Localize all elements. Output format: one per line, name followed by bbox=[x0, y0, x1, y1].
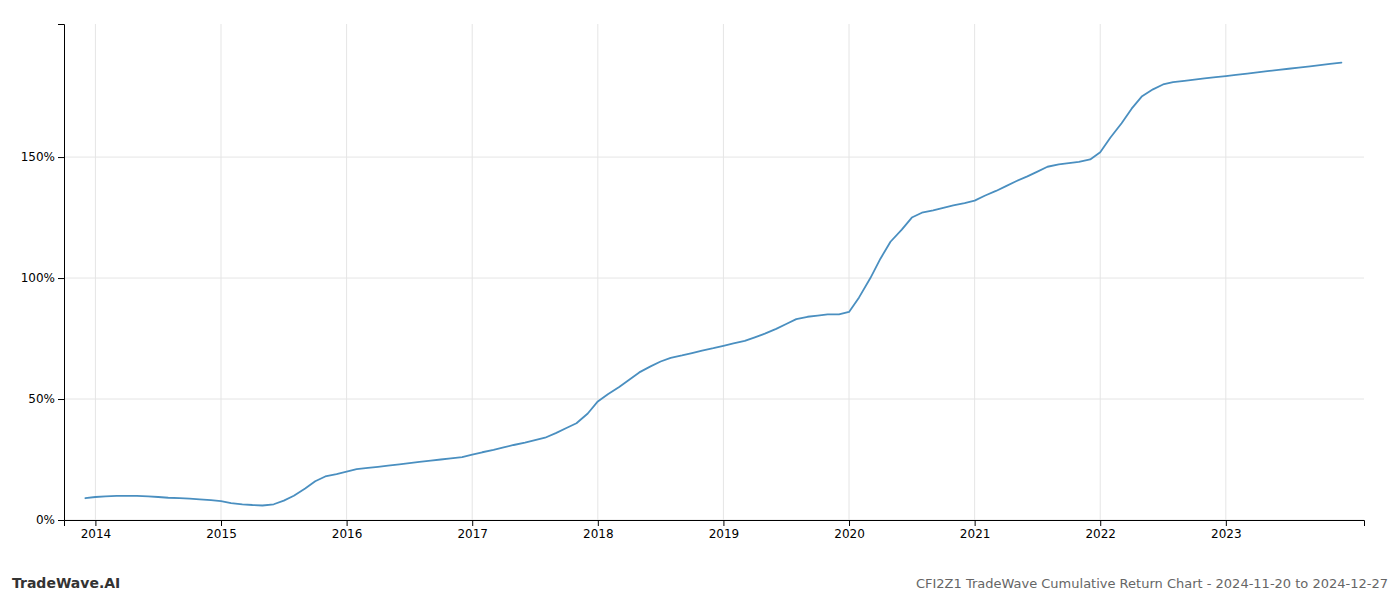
y-tick: 50% bbox=[28, 392, 64, 406]
x-tick-label: 2019 bbox=[709, 527, 740, 541]
y-tick-mark bbox=[58, 399, 64, 400]
y-tick-label: 50% bbox=[28, 392, 55, 406]
x-tick: 2020 bbox=[834, 520, 865, 541]
x-tick-mark bbox=[1100, 520, 1101, 526]
x-tick-label: 2022 bbox=[1085, 527, 1116, 541]
grid-line-y bbox=[64, 278, 1364, 279]
x-tick-mark bbox=[723, 520, 724, 526]
grid-line-x bbox=[221, 24, 222, 520]
x-tick: 2017 bbox=[457, 520, 488, 541]
x-tick-mark bbox=[849, 520, 850, 526]
x-tick-label: 2016 bbox=[332, 527, 363, 541]
y-tick: 100% bbox=[21, 271, 64, 285]
y-tick-mark bbox=[58, 157, 64, 158]
x-tick-mark bbox=[95, 520, 96, 526]
x-tick-mark bbox=[472, 520, 473, 526]
x-tick-label: 2014 bbox=[81, 527, 112, 541]
grid-line-x bbox=[346, 24, 347, 520]
grid-line-x bbox=[849, 24, 850, 520]
y-tick: 0% bbox=[36, 513, 64, 527]
x-tick-label: 2017 bbox=[457, 527, 488, 541]
x-tick-mark bbox=[347, 520, 348, 526]
grid-line-x bbox=[723, 24, 724, 520]
x-tick-mark bbox=[221, 520, 222, 526]
y-tick-label: 0% bbox=[36, 513, 55, 527]
x-tick-mark bbox=[975, 520, 976, 526]
grid-line-x bbox=[1225, 24, 1226, 520]
x-tick: 2019 bbox=[709, 520, 740, 541]
grid-line-x bbox=[95, 24, 96, 520]
grid-line-x bbox=[472, 24, 473, 520]
x-tick: 2016 bbox=[332, 520, 363, 541]
x-axis: 2014 2015 2016 2017 2018 2019 2020 2021 2022 2023 bbox=[65, 520, 1365, 541]
x-tick-mark bbox=[598, 520, 599, 526]
y-axis-line bbox=[58, 25, 65, 521]
x-tick: 2023 bbox=[1211, 520, 1242, 541]
grid-line-x bbox=[1100, 24, 1101, 520]
y-tick: 150% bbox=[21, 150, 64, 164]
marks bbox=[85, 63, 1341, 506]
x-axis-line bbox=[65, 521, 1365, 527]
x-tick-label: 2020 bbox=[834, 527, 865, 541]
y-tick-label: 150% bbox=[21, 150, 55, 164]
grid-line-x bbox=[974, 24, 975, 520]
x-tick-label: 2023 bbox=[1211, 527, 1242, 541]
chart: 2014 2015 2016 2017 2018 2019 2020 2021 2022 2023… bbox=[0, 0, 1400, 600]
y-tick-mark bbox=[58, 520, 64, 521]
grid-line-y bbox=[64, 157, 1364, 158]
y-tick-mark bbox=[58, 278, 64, 279]
y-tick-label: 100% bbox=[21, 271, 55, 285]
x-tick-label: 2018 bbox=[583, 527, 614, 541]
x-tick: 2018 bbox=[583, 520, 614, 541]
grid-line-x bbox=[597, 24, 598, 520]
grid-line-y bbox=[64, 399, 1364, 400]
y-axis: 0% 50% 100% 150% bbox=[21, 25, 65, 528]
plot: 2014 2015 2016 2017 2018 2019 2020 2021 2022 2023… bbox=[21, 24, 1365, 541]
x-tick: 2015 bbox=[206, 520, 237, 541]
x-tick-label: 2021 bbox=[960, 527, 991, 541]
footer-right: CFI2Z1 TradeWave Cumulative Return Chart… bbox=[916, 576, 1388, 591]
x-tick-label: 2015 bbox=[206, 527, 237, 541]
data-line bbox=[85, 63, 1341, 506]
x-tick-mark bbox=[1226, 520, 1227, 526]
footer-left: TradeWave.AI bbox=[12, 575, 120, 591]
x-tick: 2014 bbox=[81, 520, 112, 541]
x-tick: 2021 bbox=[960, 520, 991, 541]
x-tick: 2022 bbox=[1085, 520, 1116, 541]
grid bbox=[64, 24, 1364, 520]
